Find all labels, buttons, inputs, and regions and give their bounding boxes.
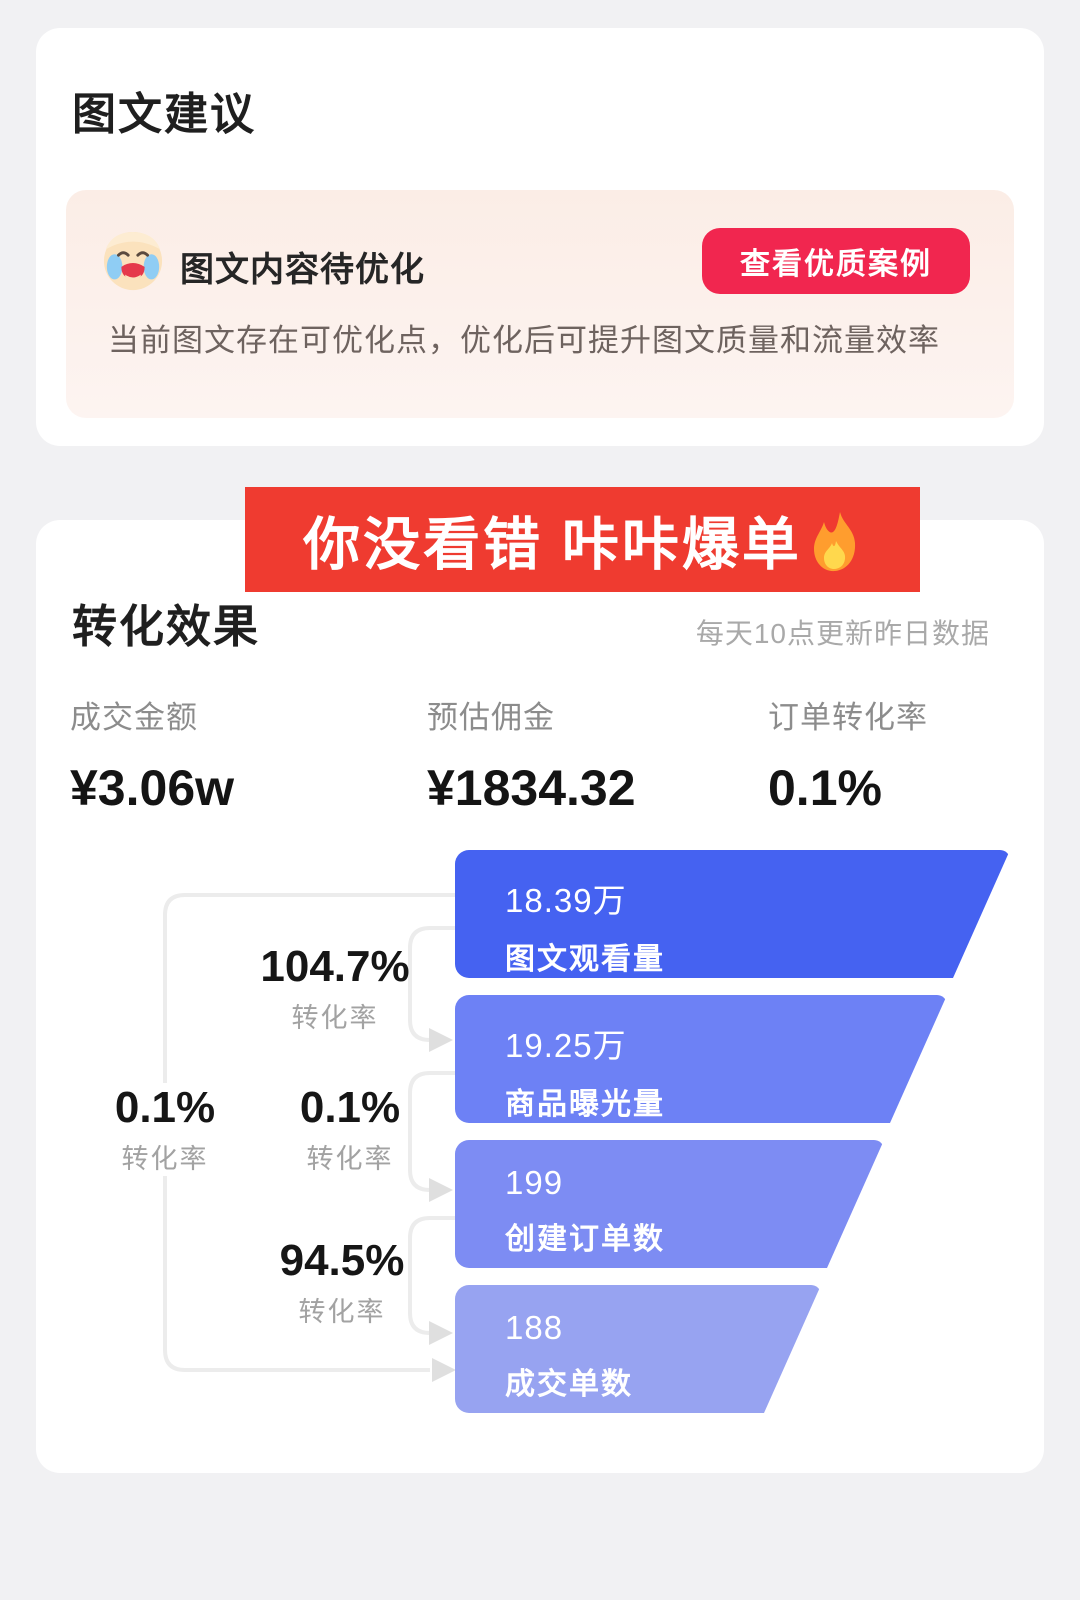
view-cases-button[interactable]: 查看优质案例 xyxy=(702,228,970,294)
funnel-bar-label: 成交单数 xyxy=(505,1368,633,1401)
funnel-chart: 18.39万 图文观看量 19.25万 商品曝光量 199 创建订单数 188 … xyxy=(36,520,1044,1473)
conversion-card: 转化效果 每天10点更新昨日数据 成交金额 ¥3.06w 预估佣金 ¥1834.… xyxy=(36,520,1044,1473)
metric-order-conversion-rate: 订单转化率 0.1% xyxy=(768,692,928,817)
funnel-bar-label: 创建订单数 xyxy=(505,1223,665,1256)
alert-title: 图文内容待优化 xyxy=(180,251,425,289)
funnel-bar-value: 18.39万 xyxy=(505,882,627,919)
conversion-rate-exposure-to-orders: 0.1% 转化率 xyxy=(299,1083,401,1174)
metric-deal-amount: 成交金额 ¥3.06w xyxy=(70,692,234,817)
metric-value: ¥3.06w xyxy=(70,760,235,816)
metric-label: 成交金额 xyxy=(70,700,198,735)
conversion-rate-views-to-exposure: 104.7% 转化率 xyxy=(260,942,410,1033)
funnel-bar-value: 199 xyxy=(505,1164,564,1201)
funnel-bar-product-exposure: 19.25万 商品曝光量 xyxy=(455,995,947,1123)
update-note: 每天10点更新昨日数据 xyxy=(695,618,990,649)
metric-value: 0.1% xyxy=(768,760,882,816)
funnel-bar-value: 19.25万 xyxy=(505,1027,627,1064)
funnel-bar-created-orders: 199 创建订单数 xyxy=(455,1140,884,1268)
funnel-bar-completed-orders: 188 成交单数 xyxy=(455,1285,821,1413)
alert-description: 当前图文存在可优化点，优化后可提升图文质量和流量效率 xyxy=(108,323,940,358)
conversion-rate-orders-to-deals: 94.5% 转化率 xyxy=(279,1236,405,1327)
promo-banner-text: 你没看错 咔咔爆单 xyxy=(303,512,802,577)
crying-face-icon xyxy=(102,230,164,292)
funnel-bar-label: 图文观看量 xyxy=(505,943,665,976)
metric-value: ¥1834.32 xyxy=(427,760,636,816)
suggestion-card: 图文建议 图文内容待优化 查看优质案例 当前图文存在可优化点，优化后可提升图文质… xyxy=(36,28,1044,446)
metric-label: 预估佣金 xyxy=(427,700,555,735)
optimize-alert-card: 图文内容待优化 查看优质案例 当前图文存在可优化点，优化后可提升图文质量和流量效… xyxy=(66,190,1014,418)
metric-label: 订单转化率 xyxy=(768,700,928,735)
fire-icon xyxy=(810,511,862,573)
conversion-rate-overall: 0.1% 转化率 xyxy=(83,1083,247,1176)
conversion-card-title: 转化效果 xyxy=(72,601,261,652)
funnel-bar-views: 18.39万 图文观看量 xyxy=(455,850,1010,978)
promo-banner: 你没看错 咔咔爆单 xyxy=(245,487,920,592)
suggestion-card-title: 图文建议 xyxy=(72,90,256,139)
metric-estimated-commission: 预估佣金 ¥1834.32 xyxy=(427,692,636,817)
funnel-bar-label: 商品曝光量 xyxy=(505,1088,665,1121)
funnel-bar-value: 188 xyxy=(505,1309,564,1346)
